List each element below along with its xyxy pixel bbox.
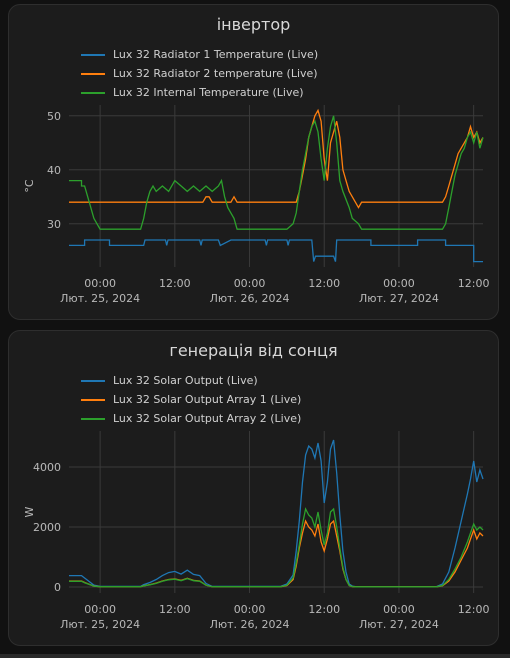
x-tick-label: 00:00 [84,277,116,290]
legend-item[interactable]: Lux 32 Radiator 1 Temperature (Live) [81,45,318,64]
y-axis-label: °C [23,179,36,193]
x-tick-sublabel: Лют. 25, 2024 [60,292,140,305]
y-tick-label: 4000 [33,461,61,474]
x-tick-sublabel: Лют. 26, 2024 [210,292,290,305]
card-title: інвертор [216,15,291,34]
x-tick-sublabel: Лют. 27, 2024 [359,618,439,631]
x-tick-sublabel: Лют. 26, 2024 [210,618,290,631]
x-tick-label: 00:00 [234,603,266,616]
series-line [69,115,484,230]
legend-swatch [81,91,105,94]
legend: Lux 32 Solar Output (Live) Lux 32 Solar … [81,371,301,428]
solar-card: генерація від сонця Lux 32 Solar Output … [8,330,499,646]
legend-item[interactable]: Lux 32 Solar Output (Live) [81,371,301,390]
series-line [69,239,483,263]
x-tick-label: 12:00 [159,277,191,290]
x-tick-sublabel: Лют. 25, 2024 [60,618,140,631]
series-line [69,507,484,588]
y-tick-label: 50 [47,110,61,123]
legend-swatch [81,398,105,401]
solar-plot[interactable]: 0 2000 4000 00:00 Лют. 25, 2024 12:00 00:00 Лют… [9,331,500,647]
series-line [69,439,484,588]
x-tick-label: 12:00 [458,603,490,616]
y-axis-label: W [23,506,36,517]
x-tick-label: 12:00 [159,603,191,616]
series-line [69,108,484,209]
y-tick-label: 40 [47,164,61,177]
legend-label: Lux 32 Internal Temperature (Live) [113,86,304,99]
legend-swatch [81,379,105,382]
x-tick-label: 00:00 [383,603,415,616]
x-tick-label: 00:00 [84,603,116,616]
y-tick-label: 0 [54,581,61,594]
temperature-plot[interactable]: 30 40 50 00:00 Лют. 25, 2024 12:00 00:00 Лют. 2… [9,5,500,321]
bottom-scrollbar [0,654,510,658]
legend-label: Lux 32 Solar Output Array 2 (Live) [113,412,302,425]
legend-label: Lux 32 Radiator 2 temperature (Live) [113,67,318,80]
x-tick-label: 12:00 [308,603,340,616]
legend-item[interactable]: Lux 32 Solar Output Array 1 (Live) [81,390,301,409]
y-tick-label: 2000 [33,521,61,534]
y-tick-label: 30 [47,218,61,231]
legend-swatch [81,53,105,56]
legend-label: Lux 32 Solar Output Array 1 (Live) [113,393,302,406]
x-tick-label: 12:00 [458,277,490,290]
legend-item[interactable]: Lux 32 Radiator 2 temperature (Live) [81,64,318,83]
legend-swatch [81,417,105,420]
x-tick-label: 12:00 [308,277,340,290]
series-line [69,519,484,588]
legend-label: Lux 32 Solar Output (Live) [113,374,258,387]
legend-item[interactable]: Lux 32 Internal Temperature (Live) [81,83,318,102]
inverter-card: інвертор Lux 32 Radiator 1 Temperature (… [8,4,499,320]
x-tick-label: 00:00 [234,277,266,290]
legend: Lux 32 Radiator 1 Temperature (Live) Lux… [81,45,318,102]
legend-label: Lux 32 Radiator 1 Temperature (Live) [113,48,319,61]
x-tick-label: 00:00 [383,277,415,290]
legend-item[interactable]: Lux 32 Solar Output Array 2 (Live) [81,409,301,428]
legend-swatch [81,72,105,75]
card-title: генерація від сонця [169,341,338,360]
x-tick-sublabel: Лют. 27, 2024 [359,292,439,305]
